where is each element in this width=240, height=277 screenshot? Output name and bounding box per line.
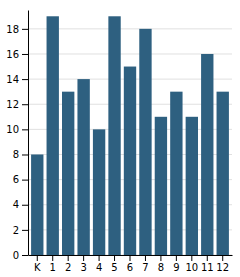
y-tick-label: 10 <box>6 124 19 135</box>
x-tick: 12 <box>216 255 229 273</box>
y-tick: 12 <box>6 99 28 110</box>
x-tick-label: K <box>34 262 41 273</box>
y-tick: 0 <box>13 250 28 261</box>
x-tick-label: 3 <box>80 262 86 273</box>
y-tick: 18 <box>6 24 28 35</box>
y-tick: 10 <box>6 124 28 135</box>
x-tick-mark <box>222 255 223 261</box>
x-tick-label: 2 <box>65 262 71 273</box>
x-tick-mark <box>145 255 146 261</box>
x-tick: 5 <box>111 255 117 273</box>
bar <box>108 16 120 255</box>
x-tick-mark <box>52 255 53 261</box>
bar <box>201 54 213 255</box>
y-tick: 4 <box>13 199 28 210</box>
x-tick-label: 5 <box>111 262 117 273</box>
x-tick: 3 <box>80 255 86 273</box>
y-tick-label: 16 <box>6 49 19 60</box>
x-tick: 6 <box>127 255 133 273</box>
x-tick: 9 <box>173 255 179 273</box>
y-tick: 6 <box>13 174 28 185</box>
y-tick-mark <box>22 255 28 256</box>
x-tick: K <box>34 255 41 273</box>
x-tick: 11 <box>201 255 214 273</box>
x-tick: 7 <box>142 255 148 273</box>
x-tick-mark <box>160 255 161 261</box>
x-tick-label: 10 <box>185 262 198 273</box>
x-tick-mark <box>37 255 38 261</box>
x-tick-mark <box>68 255 69 261</box>
y-axis-line <box>28 11 29 256</box>
x-tick-mark <box>176 255 177 261</box>
y-tick-mark <box>22 154 28 155</box>
bar <box>31 154 43 255</box>
y-tick-label: 4 <box>13 199 19 210</box>
x-tick-mark <box>207 255 208 261</box>
y-tick: 14 <box>6 74 28 85</box>
x-tick-label: 11 <box>201 262 214 273</box>
bar <box>62 92 74 255</box>
y-tick-label: 8 <box>13 149 19 160</box>
bar <box>124 67 136 255</box>
bar <box>139 29 151 255</box>
y-tick-mark <box>22 29 28 30</box>
y-tick-label: 14 <box>6 74 19 85</box>
y-tick-label: 0 <box>13 250 19 261</box>
x-tick-mark <box>99 255 100 261</box>
y-tick: 8 <box>13 149 28 160</box>
x-tick-label: 4 <box>96 262 102 273</box>
x-tick-mark <box>191 255 192 261</box>
bar <box>170 92 182 255</box>
chart-container: K123456789101112024681012141618 <box>0 0 240 277</box>
x-tick-label: 7 <box>142 262 148 273</box>
y-tick-mark <box>22 230 28 231</box>
x-tick-label: 8 <box>158 262 164 273</box>
x-tick-label: 6 <box>127 262 133 273</box>
bar <box>47 16 59 255</box>
y-tick-label: 6 <box>13 174 19 185</box>
bar <box>93 129 105 255</box>
x-tick-label: 1 <box>50 262 56 273</box>
y-tick-mark <box>22 129 28 130</box>
y-axis: 0 2 4 6 8 10 12 14 16 18 <box>6 11 28 261</box>
y-tick-mark <box>22 54 28 55</box>
x-tick-label: 12 <box>216 262 229 273</box>
y-tick-mark <box>22 79 28 80</box>
x-tick: 8 <box>158 255 164 273</box>
bars <box>31 16 229 255</box>
y-tick: 2 <box>13 225 28 236</box>
x-tick-label: 9 <box>173 262 179 273</box>
x-tick-mark <box>83 255 84 261</box>
x-axis: K123456789101112 <box>29 255 233 273</box>
y-tick-label: 2 <box>13 225 19 236</box>
y-tick-mark <box>22 104 28 105</box>
x-tick: 4 <box>96 255 102 273</box>
x-tick: 10 <box>185 255 198 273</box>
chart-svg: K123456789101112024681012141618 <box>0 0 240 277</box>
bar <box>186 117 198 255</box>
y-tick-mark <box>22 180 28 181</box>
y-tick-label: 12 <box>6 99 19 110</box>
x-tick: 1 <box>50 255 56 273</box>
x-tick: 2 <box>65 255 71 273</box>
x-tick-mark <box>114 255 115 261</box>
y-tick-mark <box>22 205 28 206</box>
y-tick: 16 <box>6 49 28 60</box>
bar <box>77 79 89 255</box>
x-tick-mark <box>130 255 131 261</box>
y-tick-label: 18 <box>6 24 19 35</box>
bar <box>217 92 229 255</box>
bar <box>155 117 167 255</box>
